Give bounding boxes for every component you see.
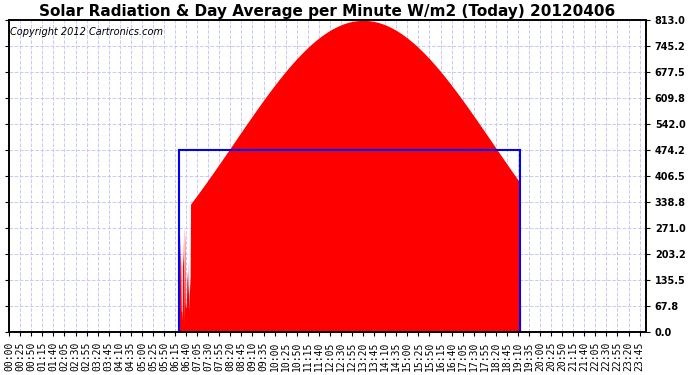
Title: Solar Radiation & Day Average per Minute W/m2 (Today) 20120406: Solar Radiation & Day Average per Minute…	[39, 4, 615, 19]
Text: Copyright 2012 Cartronics.com: Copyright 2012 Cartronics.com	[10, 27, 164, 37]
